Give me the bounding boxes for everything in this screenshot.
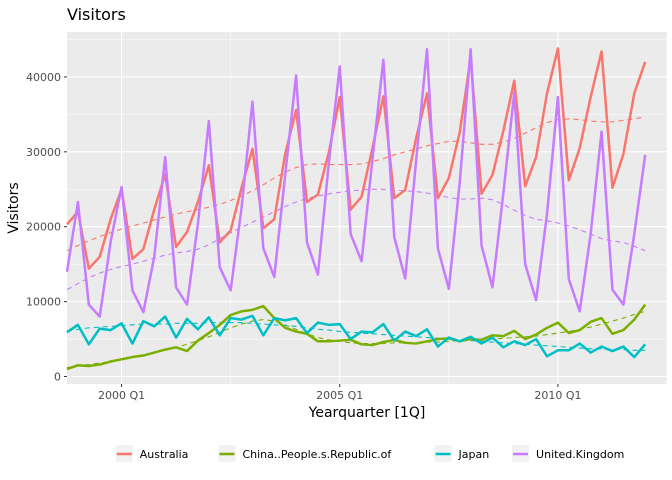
series-line-1 — [66, 303, 647, 371]
y-tick-label: 0 — [54, 371, 61, 384]
legend-label-0: Australia — [140, 448, 189, 461]
y-tick-label: 30000 — [26, 146, 61, 159]
chart-title: Visitors — [67, 5, 126, 24]
trend-line-0 — [66, 116, 646, 252]
x-tick-label: 2010 Q1 — [534, 389, 581, 402]
x-tick-label: 2005 Q1 — [316, 389, 363, 402]
x-tick-label: 2000 Q1 — [98, 389, 145, 402]
series-line-3 — [65, 47, 647, 318]
series-line-2 — [66, 314, 647, 359]
y-tick-label: 20000 — [26, 221, 61, 234]
legend: Australia China..People.s.Republic.of Japa… — [115, 445, 624, 462]
series-lines — [65, 47, 647, 371]
x-axis: 2000 Q1 2005 Q1 2010 Q1 — [98, 384, 581, 402]
x-axis-label: Yearquarter [1Q] — [308, 405, 426, 421]
legend-label-3: United.Kingdom — [536, 448, 624, 461]
y-tick-label: 10000 — [26, 296, 61, 309]
legend-label-1: China..People.s.Republic.of — [242, 448, 392, 461]
trend-line-2 — [66, 322, 646, 351]
legend-label-2: Japan — [458, 448, 490, 461]
y-tick-label: 40000 — [26, 71, 61, 84]
grid-major — [67, 32, 667, 384]
trend-line-3 — [66, 188, 646, 291]
y-axis-label: Visitors — [6, 182, 22, 233]
y-axis: 0 10000 20000 30000 40000 — [26, 71, 67, 384]
